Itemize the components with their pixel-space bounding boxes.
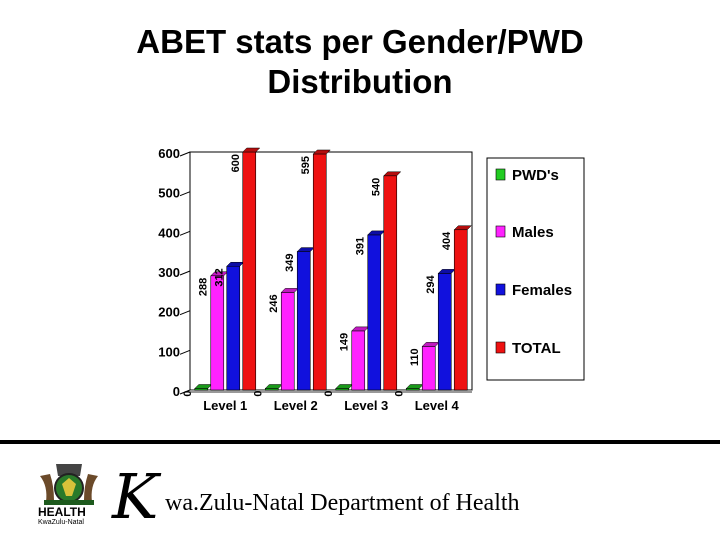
bar-total-2	[383, 175, 398, 391]
bar-top-3-0	[242, 147, 261, 153]
legend-swatch-1	[495, 225, 506, 238]
bar-males-0	[210, 275, 225, 391]
y-tick-1	[179, 349, 191, 355]
data-label-0-3: 0	[393, 391, 405, 397]
legend-label-1: Males	[512, 224, 554, 241]
legend-label-2: Females	[512, 282, 572, 299]
bar-total-1	[312, 153, 327, 391]
data-label-1-1: 246	[268, 294, 280, 312]
bar-total-0	[242, 151, 257, 391]
data-label-2-1: 349	[284, 254, 296, 272]
y-tick-label-0: 0	[173, 384, 180, 399]
coat-of-arms-icon	[40, 464, 98, 505]
bar-chart: 0 100 200 300 400 500 600 0 288 312 600 Level 1 0 246…	[158, 146, 585, 413]
y-tick-5	[179, 191, 191, 197]
y-tick-label-4: 400	[158, 225, 180, 240]
data-label-1-2: 149	[339, 333, 351, 351]
data-label-3-1: 595	[300, 156, 312, 174]
slide-title: ABET stats per Gender/PWD Distribution	[0, 22, 720, 102]
title-line-2: Distribution	[267, 63, 453, 100]
bar-top-3-3	[453, 225, 472, 230]
data-label-2-0: 312	[214, 268, 226, 286]
x-tick-label-0: Level 1	[203, 398, 247, 413]
bar-females-1	[296, 251, 311, 391]
bar-top-3-1	[312, 149, 331, 155]
y-tick-label-3: 300	[158, 265, 180, 280]
y-tick-3	[179, 270, 191, 276]
data-label-2-2: 391	[355, 237, 367, 255]
department-initial: K	[112, 460, 159, 533]
y-tick-6	[179, 151, 191, 157]
legend-label-3: TOTAL	[512, 340, 561, 357]
legend-swatch-2	[495, 283, 506, 296]
bar-females-3	[437, 273, 452, 391]
logo-subtext: KwaZulu-Natal	[38, 519, 84, 526]
y-tick-label-1: 100	[158, 344, 180, 359]
legend-swatch-3	[495, 341, 506, 354]
y-tick-label-6: 600	[158, 146, 180, 161]
data-label-1-0: 288	[198, 278, 210, 296]
y-tick-label-2: 200	[158, 305, 180, 320]
bar-total-3	[453, 229, 468, 391]
footer-divider	[0, 440, 720, 444]
logo-text: HEALTH	[38, 505, 86, 519]
x-tick-label-1: Level 2	[274, 398, 318, 413]
title-line-1: ABET stats per Gender/PWD	[136, 23, 584, 60]
y-tick-0	[179, 389, 191, 395]
x-tick-label-2: Level 3	[344, 398, 388, 413]
bar-males-3	[421, 346, 436, 391]
data-label-1-3: 110	[409, 348, 421, 366]
y-tick-2	[179, 310, 191, 316]
y-tick-label-5: 500	[158, 186, 180, 201]
bar-males-1	[280, 292, 295, 391]
plot-floor	[190, 390, 472, 393]
data-label-0-1: 0	[252, 391, 264, 397]
data-label-3-2: 540	[371, 178, 383, 196]
x-tick-label-3: Level 4	[415, 398, 460, 413]
data-label-3-3: 404	[441, 231, 453, 250]
legend-swatch-0	[495, 168, 506, 181]
data-label-0-2: 0	[323, 391, 335, 397]
y-tick-4	[179, 230, 191, 236]
data-label-0-0: 0	[182, 391, 194, 397]
bar-top-3-2	[383, 171, 402, 177]
bar-males-2	[351, 330, 366, 391]
department-name: wa.Zulu-Natal Department of Health	[165, 490, 520, 516]
data-label-2-3: 294	[425, 275, 437, 294]
bar-females-2	[367, 234, 382, 391]
bar-females-0	[226, 265, 241, 391]
data-label-3-0: 600	[230, 154, 242, 172]
legend-label-0: PWD's	[512, 167, 559, 184]
